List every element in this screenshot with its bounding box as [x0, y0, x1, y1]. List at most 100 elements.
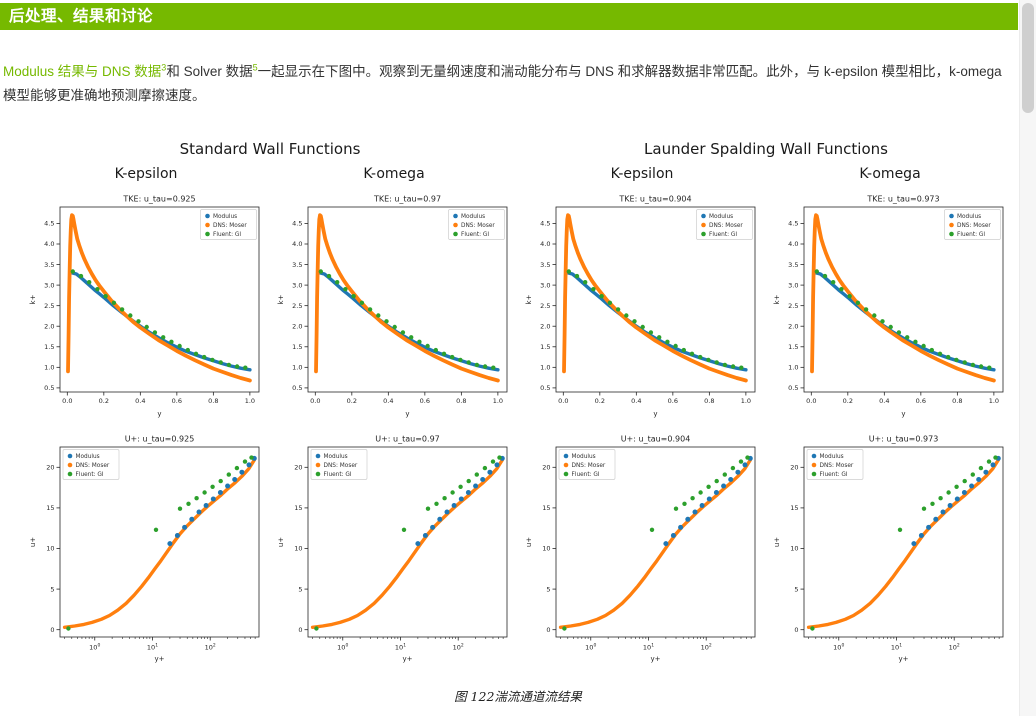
svg-text:0.0: 0.0	[310, 397, 320, 405]
column-title-k-epsilon-1: K-epsilon	[114, 166, 178, 182]
uplus-panel-1: U+: u_tau=0.925 100 101 102 0 5 10 15 20 y+ u+ Modu…	[22, 432, 270, 670]
svg-text:Fluent: GI: Fluent: GI	[820, 472, 848, 478]
svg-text:Fluent: GI: Fluent: GI	[324, 472, 352, 478]
svg-text:1.0: 1.0	[245, 397, 255, 405]
scrollbar-thumb[interactable]	[1022, 3, 1034, 113]
figure-caption: 图 122湍流通道流结果	[454, 689, 582, 704]
svg-text:0.0: 0.0	[62, 397, 72, 405]
svg-text:DNS: Moser: DNS: Moser	[957, 223, 991, 229]
footnote-3-link[interactable]: 3	[161, 62, 167, 73]
svg-text:y+: y+	[898, 655, 908, 663]
svg-text:U+: u_tau=0.973: U+: u_tau=0.973	[869, 435, 939, 444]
svg-text:y: y	[653, 410, 657, 418]
svg-text:2.0: 2.0	[292, 322, 302, 330]
svg-text:Fluent: GI: Fluent: GI	[572, 472, 600, 478]
svg-text:TKE: u_tau=0.97: TKE: u_tau=0.97	[373, 195, 441, 204]
tke-panel-2: TKE: u_tau=0.97 0.0 0.2 0.4 0.6 0.8 1.0 0.5 1.0 1…	[270, 192, 518, 432]
svg-text:15: 15	[46, 504, 54, 512]
scrollbar-track[interactable]	[1019, 0, 1036, 716]
svg-text:DNS: Moser: DNS: Moser	[324, 463, 358, 469]
svg-text:1.5: 1.5	[788, 343, 798, 351]
svg-text:100: 100	[833, 643, 844, 652]
svg-text:Fluent: GI: Fluent: GI	[957, 232, 985, 238]
svg-text:100: 100	[89, 643, 100, 652]
svg-text:4.0: 4.0	[540, 240, 550, 248]
svg-text:Modulus: Modulus	[76, 454, 100, 460]
svg-text:0.0: 0.0	[806, 397, 816, 405]
legend: Modulus DNS: Moser Fluent: GI	[62, 449, 120, 480]
svg-text:2.0: 2.0	[44, 322, 54, 330]
svg-text:U+: u_tau=0.97: U+: u_tau=0.97	[375, 435, 440, 444]
svg-text:4.0: 4.0	[44, 240, 54, 248]
svg-text:5: 5	[546, 585, 550, 593]
svg-text:Modulus: Modulus	[324, 454, 348, 460]
svg-text:TKE: u_tau=0.904: TKE: u_tau=0.904	[618, 195, 691, 204]
svg-text:Fluent: GI: Fluent: GI	[213, 232, 241, 238]
svg-text:1.0: 1.0	[493, 397, 503, 405]
svg-text:4.0: 4.0	[788, 240, 798, 248]
svg-text:0.6: 0.6	[916, 397, 926, 405]
modulus-dns-data-link[interactable]: Modulus 结果与 DNS 数据	[3, 64, 162, 79]
group-title-launder-spalding-wall-functions: Launder Spalding Wall Functions	[644, 140, 888, 158]
page-title: 后处理、结果和讨论	[9, 8, 154, 25]
svg-text:u+: u+	[29, 537, 37, 547]
svg-text:3.0: 3.0	[44, 281, 54, 289]
svg-text:102: 102	[453, 643, 464, 652]
svg-text:1.0: 1.0	[540, 364, 550, 372]
svg-text:1.0: 1.0	[292, 364, 302, 372]
svg-text:3.5: 3.5	[540, 261, 550, 269]
svg-text:Fluent: GI: Fluent: GI	[709, 232, 737, 238]
svg-text:101: 101	[891, 643, 902, 652]
uplus-plot-4: U+: u_tau=0.973 100 101 102 0 5 10 15 20 y+ u+ Modu…	[770, 432, 1010, 670]
legend: Modulus DNS: Moser Fluent: GI	[806, 449, 864, 480]
svg-text:0.2: 0.2	[843, 397, 853, 405]
column-title-k-omega-1: K-omega	[363, 166, 425, 182]
svg-text:0: 0	[794, 626, 798, 634]
tke-panel-4: TKE: u_tau=0.973 0.0 0.2 0.4 0.6 0.8 1.0 0.5 1.0…	[766, 192, 1014, 432]
page-header: 后处理、结果和讨论	[0, 3, 1018, 30]
legend: Modulus DNS: Moser Fluent: GI	[200, 209, 257, 240]
tke-plot-1: TKE: u_tau=0.925 0.0 0.2 0.4 0.6 0.8 1.0 0.5 1.0…	[26, 192, 266, 432]
svg-text:1.0: 1.0	[788, 364, 798, 372]
svg-text:0.5: 0.5	[292, 384, 302, 392]
tke-panel-1: TKE: u_tau=0.925 0.0 0.2 0.4 0.6 0.8 1.0 0.5 1.0…	[22, 192, 270, 432]
svg-text:DNS: Moser: DNS: Moser	[820, 463, 854, 469]
svg-text:0: 0	[50, 626, 54, 634]
svg-text:101: 101	[643, 643, 654, 652]
uplus-plot-2: U+: u_tau=0.97 100 101 102 0 5 10 15 20 y+ u+ Modul…	[274, 432, 514, 670]
footnote-5-link[interactable]: 5	[252, 62, 258, 73]
svg-text:DNS: Moser: DNS: Moser	[461, 223, 495, 229]
uplus-plot-1: U+: u_tau=0.925 100 101 102 0 5 10 15 20 y+ u+ Modu…	[26, 432, 266, 670]
svg-text:1.5: 1.5	[292, 343, 302, 351]
svg-text:5: 5	[794, 585, 798, 593]
wall-function-group-titles: Standard Wall Functions Launder Spalding…	[22, 140, 1014, 166]
plot-grid: TKE: u_tau=0.925 0.0 0.2 0.4 0.6 0.8 1.0 0.5 1.0…	[22, 192, 1014, 670]
svg-text:5: 5	[298, 585, 302, 593]
tke-plot-3: TKE: u_tau=0.904 0.0 0.2 0.4 0.6 0.8 1.0 0.5 1.0…	[522, 192, 762, 432]
svg-text:0.0: 0.0	[558, 397, 568, 405]
svg-text:u+: u+	[773, 537, 781, 547]
svg-text:3.5: 3.5	[44, 261, 54, 269]
svg-text:0.5: 0.5	[540, 384, 550, 392]
svg-text:0.8: 0.8	[208, 397, 218, 405]
svg-text:TKE: u_tau=0.925: TKE: u_tau=0.925	[122, 195, 195, 204]
svg-text:1.0: 1.0	[989, 397, 999, 405]
svg-text:0: 0	[298, 626, 302, 634]
svg-text:y+: y+	[154, 655, 164, 663]
svg-text:0.8: 0.8	[456, 397, 466, 405]
svg-text:3.5: 3.5	[788, 261, 798, 269]
intro-paragraph: Modulus 结果与 DNS 数据3和 Solver 数据5一起显示在下图中。…	[3, 60, 1016, 107]
svg-text:101: 101	[395, 643, 406, 652]
uplus-panel-3: U+: u_tau=0.904 100 101 102 0 5 10 15 20 y+ u+ Modu…	[518, 432, 766, 670]
svg-text:0.4: 0.4	[383, 397, 393, 405]
paragraph-text-mid: 和 Solver 数据	[166, 64, 253, 79]
svg-text:10: 10	[790, 545, 798, 553]
svg-text:Fluent: GI: Fluent: GI	[76, 472, 104, 478]
results-figure: Standard Wall Functions Launder Spalding…	[22, 140, 1014, 670]
svg-text:15: 15	[542, 504, 550, 512]
svg-text:Modulus: Modulus	[461, 214, 485, 220]
svg-text:15: 15	[790, 504, 798, 512]
svg-text:4.5: 4.5	[292, 220, 302, 228]
svg-text:2.5: 2.5	[292, 302, 302, 310]
svg-text:u+: u+	[525, 537, 533, 547]
